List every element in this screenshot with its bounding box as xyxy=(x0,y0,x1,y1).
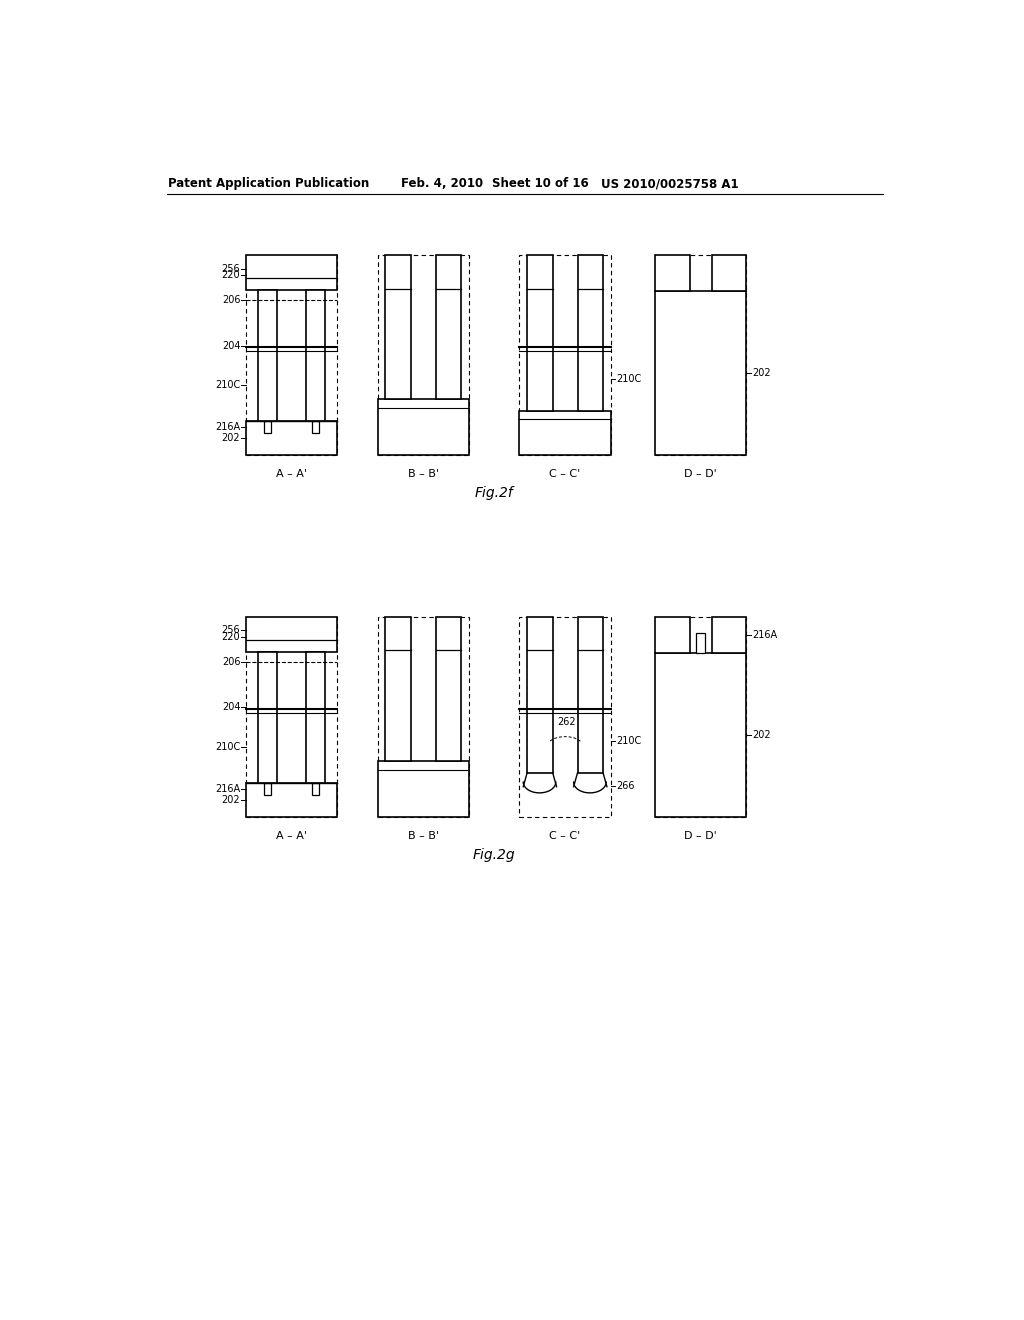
FancyBboxPatch shape xyxy=(655,290,746,455)
Text: C – C': C – C' xyxy=(550,830,581,841)
FancyBboxPatch shape xyxy=(435,255,461,400)
FancyBboxPatch shape xyxy=(655,255,690,290)
FancyBboxPatch shape xyxy=(519,411,611,455)
FancyBboxPatch shape xyxy=(578,616,603,774)
FancyBboxPatch shape xyxy=(696,634,705,653)
Text: 210C: 210C xyxy=(616,375,641,384)
Text: A – A': A – A' xyxy=(276,830,307,841)
Text: B – B': B – B' xyxy=(408,830,438,841)
FancyBboxPatch shape xyxy=(435,616,461,762)
Text: 256: 256 xyxy=(222,626,241,635)
FancyBboxPatch shape xyxy=(385,616,411,762)
Text: 266: 266 xyxy=(616,781,635,791)
FancyBboxPatch shape xyxy=(311,783,318,795)
Text: 220: 220 xyxy=(222,269,241,280)
FancyBboxPatch shape xyxy=(578,255,603,411)
Text: 256: 256 xyxy=(222,264,241,273)
FancyBboxPatch shape xyxy=(263,783,270,795)
FancyBboxPatch shape xyxy=(246,616,337,652)
Text: Sheet 10 of 16: Sheet 10 of 16 xyxy=(493,177,589,190)
Text: 262: 262 xyxy=(557,718,575,727)
Text: D – D': D – D' xyxy=(684,469,717,479)
FancyBboxPatch shape xyxy=(306,290,325,421)
FancyBboxPatch shape xyxy=(311,421,318,433)
Text: Feb. 4, 2010: Feb. 4, 2010 xyxy=(400,177,483,190)
Text: Patent Application Publication: Patent Application Publication xyxy=(168,177,370,190)
FancyBboxPatch shape xyxy=(655,616,690,653)
Text: US 2010/0025758 A1: US 2010/0025758 A1 xyxy=(601,177,738,190)
Text: C – C': C – C' xyxy=(550,469,581,479)
Text: 210C: 210C xyxy=(616,737,641,746)
FancyBboxPatch shape xyxy=(246,783,337,817)
Text: Fig.2f: Fig.2f xyxy=(474,486,513,500)
FancyBboxPatch shape xyxy=(246,421,337,455)
Text: 202: 202 xyxy=(222,433,241,444)
Text: 216A: 216A xyxy=(215,422,241,432)
FancyBboxPatch shape xyxy=(712,255,746,290)
Text: 202: 202 xyxy=(752,368,770,379)
Text: 210C: 210C xyxy=(215,380,241,389)
Text: 210C: 210C xyxy=(215,742,241,751)
FancyBboxPatch shape xyxy=(378,400,469,455)
Text: 216A: 216A xyxy=(215,784,241,795)
FancyBboxPatch shape xyxy=(263,421,270,433)
FancyBboxPatch shape xyxy=(258,290,276,421)
FancyBboxPatch shape xyxy=(527,616,553,774)
Text: 204: 204 xyxy=(222,341,241,351)
Text: 206: 206 xyxy=(222,657,241,667)
Text: 216A: 216A xyxy=(752,630,777,640)
FancyBboxPatch shape xyxy=(527,255,553,411)
Text: 202: 202 xyxy=(752,730,770,741)
FancyBboxPatch shape xyxy=(246,255,337,290)
FancyBboxPatch shape xyxy=(655,653,746,817)
Text: 204: 204 xyxy=(222,702,241,713)
Text: Fig.2g: Fig.2g xyxy=(472,847,515,862)
FancyBboxPatch shape xyxy=(712,616,746,653)
Text: 220: 220 xyxy=(222,631,241,642)
FancyBboxPatch shape xyxy=(306,652,325,783)
FancyBboxPatch shape xyxy=(385,255,411,400)
Text: A – A': A – A' xyxy=(276,469,307,479)
Text: B – B': B – B' xyxy=(408,469,438,479)
Text: D – D': D – D' xyxy=(684,830,717,841)
Text: 206: 206 xyxy=(222,296,241,305)
FancyBboxPatch shape xyxy=(258,652,276,783)
Text: 202: 202 xyxy=(222,795,241,805)
FancyBboxPatch shape xyxy=(378,762,469,817)
